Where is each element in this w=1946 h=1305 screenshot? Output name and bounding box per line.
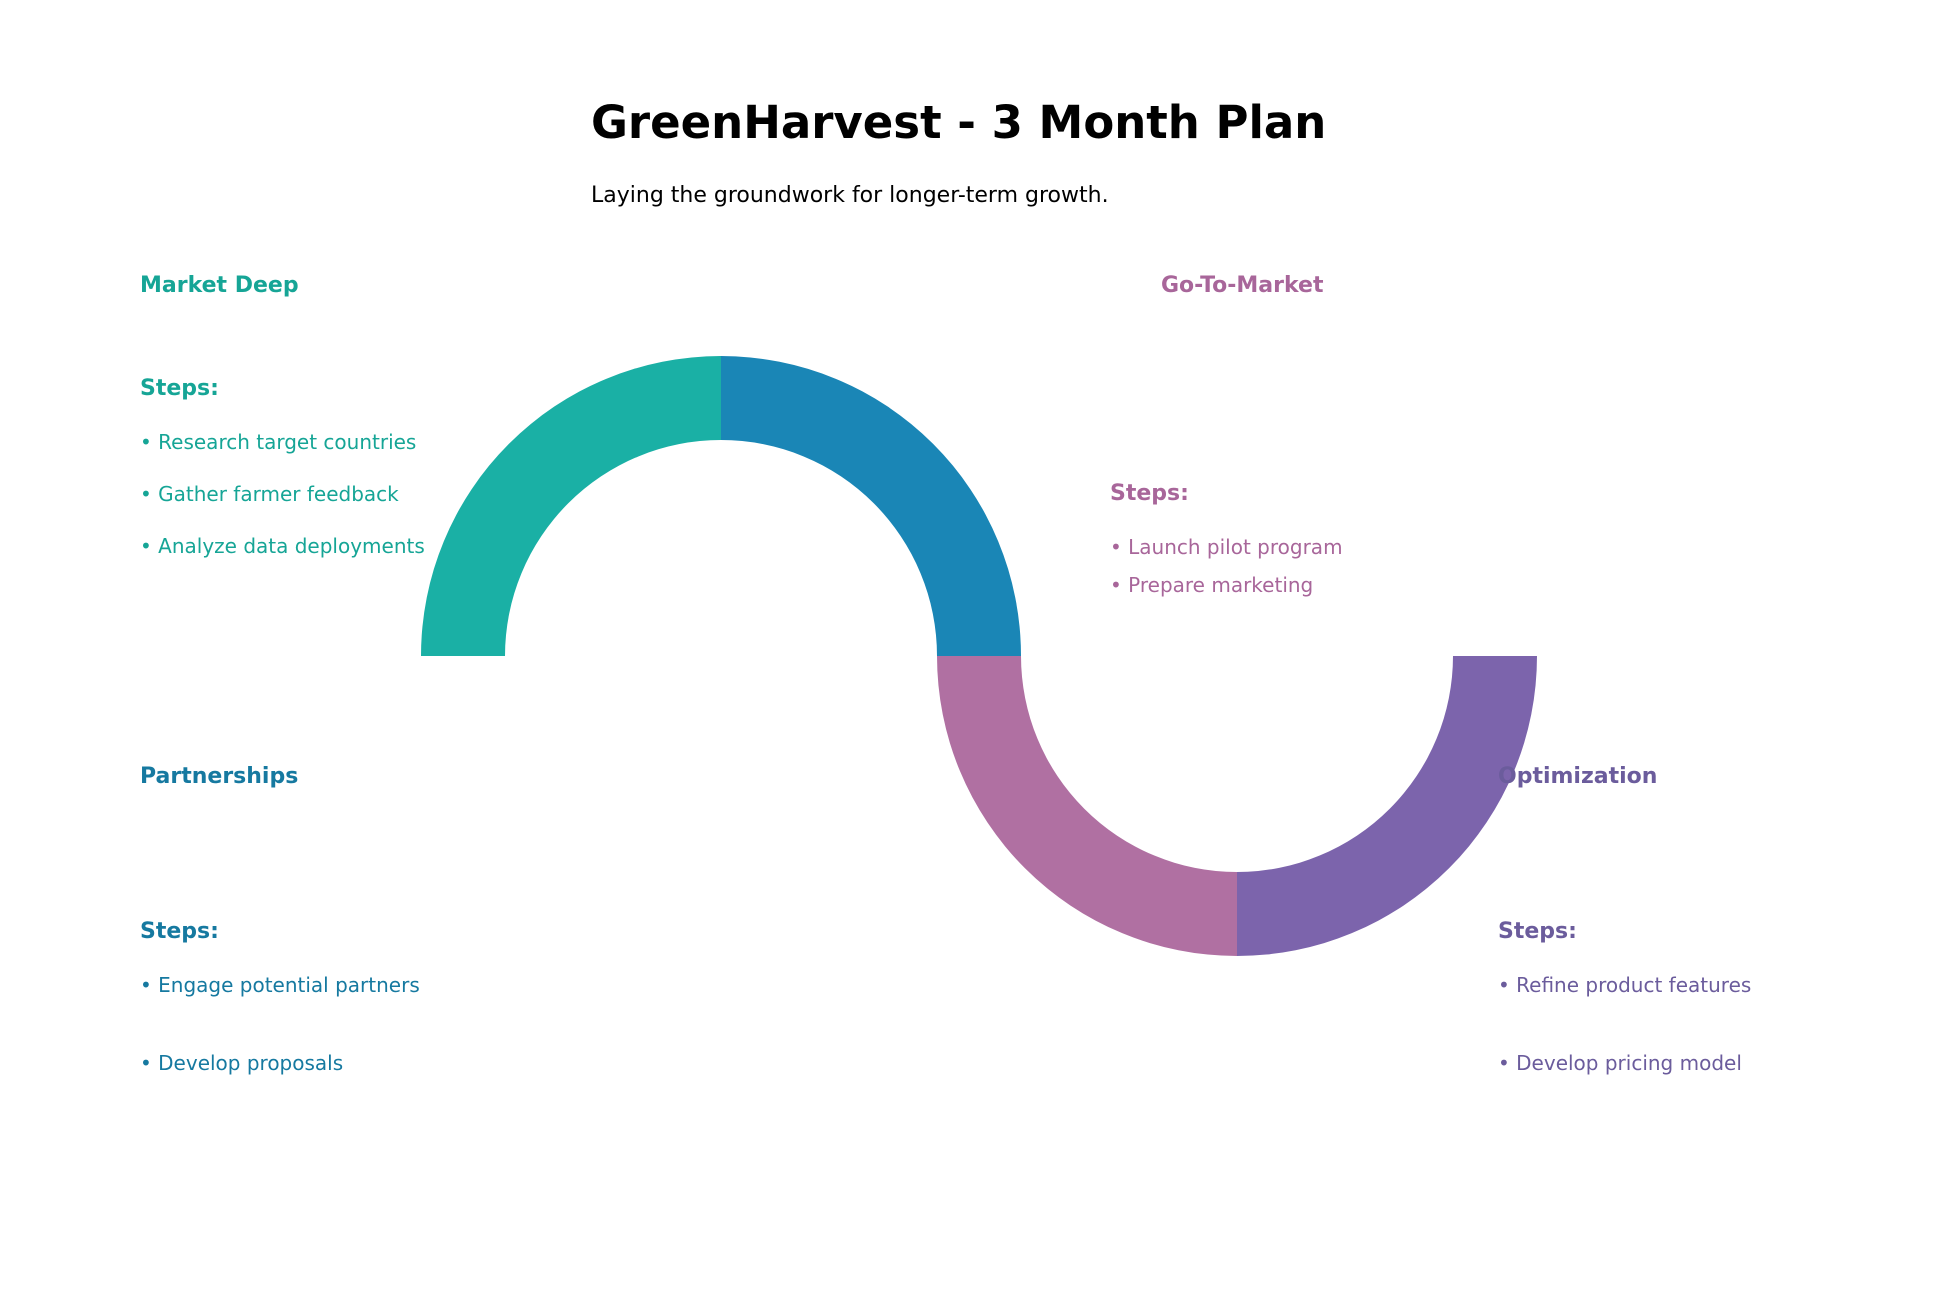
phase-title-partnerships: Partnerships	[140, 764, 299, 789]
page-title: GreenHarvest - 3 Month Plan	[591, 96, 1327, 149]
phase-title-optimization: Optimization	[1498, 764, 1658, 789]
steps-heading-go-to-market: Steps:	[1110, 481, 1189, 506]
step-item-partnerships: • Develop proposals	[140, 1051, 344, 1075]
arc-segment-optimization	[1237, 656, 1537, 956]
step-item-optimization: • Refine product features	[1498, 973, 1752, 997]
step-item-partnerships: • Engage potential partners	[140, 973, 420, 997]
arc-segment-partnerships	[721, 356, 1021, 656]
phase-title-market-deep: Market Deep	[140, 273, 299, 298]
steps-heading-optimization: Steps:	[1498, 919, 1577, 944]
page-subtitle: Laying the groundwork for longer-term gr…	[591, 183, 1109, 208]
step-item-go-to-market: • Launch pilot program	[1110, 535, 1343, 559]
step-item-market-deep: • Analyze data deployments	[140, 534, 425, 558]
steps-heading-market-deep: Steps:	[140, 376, 219, 401]
step-item-optimization: • Develop pricing model	[1498, 1051, 1742, 1075]
arc-segment-go-to-market	[937, 656, 1237, 956]
step-item-go-to-market: • Prepare marketing	[1110, 573, 1314, 597]
step-item-market-deep: • Gather farmer feedback	[140, 482, 399, 506]
steps-heading-partnerships: Steps:	[140, 919, 219, 944]
arc-segment-market-deep	[421, 356, 721, 656]
phase-title-go-to-market: Go-To-Market	[1161, 273, 1324, 298]
step-item-market-deep: • Research target countries	[140, 430, 417, 454]
